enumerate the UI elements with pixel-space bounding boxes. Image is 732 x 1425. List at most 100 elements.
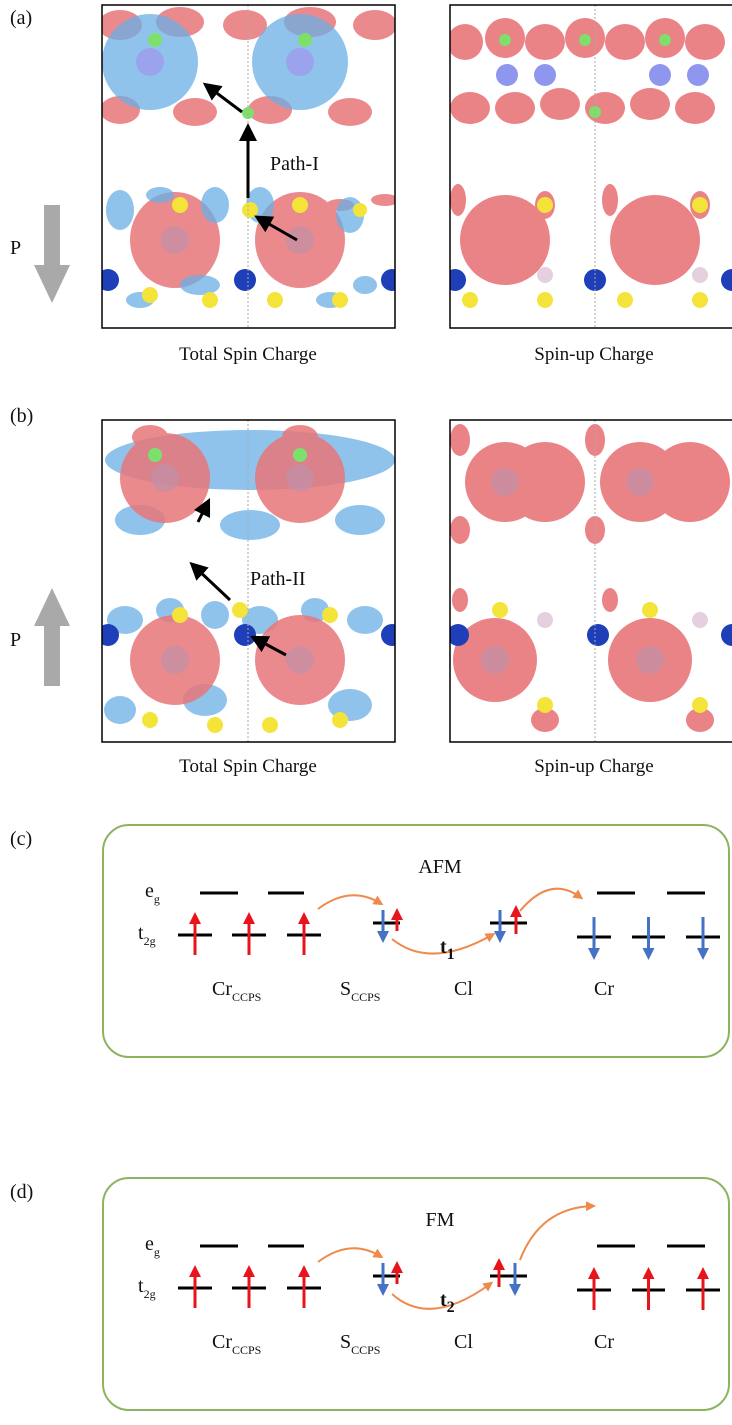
shape xyxy=(447,24,483,60)
shape xyxy=(161,226,189,254)
shape xyxy=(207,717,223,733)
level-label-base: e xyxy=(145,880,154,902)
shape xyxy=(161,646,189,674)
level-label: t2g xyxy=(138,1275,156,1301)
frame xyxy=(103,1178,729,1410)
shape xyxy=(617,292,633,308)
caption: Total Spin Charge xyxy=(179,756,317,777)
figure: (a) Path-I P xyxy=(0,0,732,1425)
shape xyxy=(173,98,217,126)
level-label: eg xyxy=(145,1233,160,1259)
shape xyxy=(692,612,708,628)
level-label-sub: g xyxy=(154,892,160,906)
shape xyxy=(202,292,218,308)
shape xyxy=(97,269,119,291)
shape xyxy=(642,602,658,618)
hopping-label: t1 xyxy=(440,936,455,963)
caption: Spin-up Charge xyxy=(534,756,653,777)
shape xyxy=(491,468,519,496)
shape xyxy=(452,588,468,612)
energy-diagram: (d)FMegt2gt2CrCCPSSCCPSClCr xyxy=(10,1178,729,1410)
caption: Spin-up Charge xyxy=(534,344,653,365)
shape xyxy=(322,607,338,623)
shape xyxy=(462,292,478,308)
site-label-sub: CCPS xyxy=(351,1343,380,1357)
shape xyxy=(242,202,258,218)
site-label-base: Cr xyxy=(594,1331,614,1353)
site-label-sub: CCPS xyxy=(351,990,380,1004)
polarization-arrow xyxy=(34,205,70,303)
shape xyxy=(332,292,348,308)
page: {"panels": [ {"label": "(a)", "path_labe… xyxy=(0,0,732,1425)
site-label-base: Cr xyxy=(594,978,614,1000)
shape xyxy=(132,425,168,449)
shape xyxy=(381,269,403,291)
site-label: Cl xyxy=(454,1331,473,1353)
level-label-base: e xyxy=(145,1233,154,1255)
shape xyxy=(499,34,511,46)
site-label-base: S xyxy=(340,1331,351,1353)
shape xyxy=(610,195,700,285)
shape xyxy=(282,425,318,449)
site-label: Cl xyxy=(454,978,473,1000)
hopping-label-sub: 1 xyxy=(447,946,455,963)
shape xyxy=(495,92,535,124)
shape xyxy=(602,588,618,612)
hopping-arrow xyxy=(520,1206,592,1260)
shape xyxy=(353,276,377,294)
shape xyxy=(97,624,119,646)
shape xyxy=(630,88,670,120)
site-label-sub: CCPS xyxy=(232,990,261,1004)
shape xyxy=(142,712,158,728)
shape xyxy=(685,24,725,60)
level-label: eg xyxy=(145,880,160,906)
level-label-sub: 2g xyxy=(144,934,156,948)
hopping-label: t2 xyxy=(440,1289,455,1316)
shape xyxy=(142,287,158,303)
shape xyxy=(353,203,367,217)
shape xyxy=(659,34,671,46)
site-label: SCCPS xyxy=(340,978,380,1004)
diagram-title: AFM xyxy=(418,856,462,878)
shape xyxy=(540,88,580,120)
energy-diagram: (c)AFMegt2gt1CrCCPSSCCPSClCr xyxy=(10,825,729,1057)
shape xyxy=(584,269,606,291)
site-label-base: Cr xyxy=(212,1331,232,1353)
shape xyxy=(579,34,591,46)
site-label-base: Cl xyxy=(454,1331,473,1353)
shape xyxy=(496,64,518,86)
panel-b: (b) Path-II P xyxy=(10,405,732,777)
polarization-label: P xyxy=(10,237,21,259)
shape xyxy=(534,64,556,86)
hopping-arrow xyxy=(318,895,380,909)
charge-image xyxy=(444,5,732,328)
shape xyxy=(234,624,256,646)
shape xyxy=(353,10,397,40)
shape xyxy=(286,646,314,674)
site-label: CrCCPS xyxy=(212,978,261,1004)
shape xyxy=(450,516,470,544)
shape xyxy=(201,601,229,629)
shape xyxy=(381,624,403,646)
charge-image xyxy=(447,420,732,742)
shape xyxy=(262,717,278,733)
shape xyxy=(537,697,553,713)
shape xyxy=(589,106,601,118)
site-label-base: Cl xyxy=(454,978,473,1000)
shape xyxy=(692,292,708,308)
panel-label: (b) xyxy=(10,405,33,427)
shape xyxy=(450,424,470,456)
level-label-sub: g xyxy=(154,1245,160,1259)
shape xyxy=(587,624,609,646)
charge-image xyxy=(97,5,403,328)
shape xyxy=(146,187,174,203)
shape xyxy=(626,468,654,496)
diagram-title: FM xyxy=(426,1209,455,1231)
shape xyxy=(234,269,256,291)
shape xyxy=(692,697,708,713)
hopping-label-sub: 2 xyxy=(447,1299,455,1316)
shape xyxy=(201,187,229,223)
shape xyxy=(650,442,730,522)
shape xyxy=(636,646,664,674)
shape xyxy=(172,607,188,623)
